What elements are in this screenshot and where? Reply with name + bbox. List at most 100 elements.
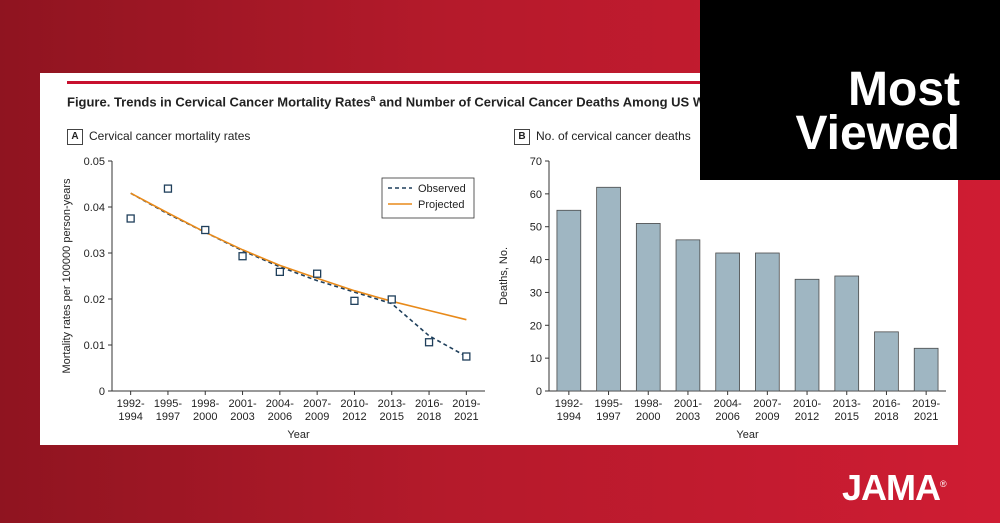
bar <box>675 239 701 392</box>
x-tick-label: 2021 <box>914 411 938 423</box>
jama-logo: JAMA® <box>842 467 947 509</box>
badge-line-1: Most <box>848 63 960 116</box>
observed-data-point <box>275 267 285 277</box>
y-tick-label: 0.01 <box>84 340 105 352</box>
mortality-rate-chart: 0 0.01 0.02 0.03 0.04 0.05 1992-1994 1995-1997 1… <box>61 156 485 441</box>
x-tick-label: 2019- <box>452 398 480 410</box>
x-tick-label: 2001- <box>674 398 702 410</box>
panel-a-letter: A <box>67 129 83 145</box>
x-tick-label: 1994 <box>118 411 142 423</box>
x-tick-label: 2007- <box>303 398 331 410</box>
x-tick-label: 2013- <box>378 398 406 410</box>
x-tick-label: 2004- <box>266 398 294 410</box>
x-tick-label: 2012 <box>795 411 819 423</box>
badge-line-2: Viewed <box>795 107 960 160</box>
figure-title: Figure. Trends in Cervical Cancer Mortal… <box>67 93 752 109</box>
x-tick-label: 1997 <box>156 411 180 423</box>
panel-b-header: B No. of cervical cancer deaths <box>514 129 691 145</box>
figure-title-footnote-mark: a <box>370 93 376 103</box>
observed-data-point <box>350 296 359 305</box>
registered-mark: ® <box>940 479 947 489</box>
x-tick-label: 2016- <box>872 398 900 410</box>
x-tick-label: 2021 <box>454 411 478 423</box>
x-tick-label: 2013- <box>833 398 861 410</box>
observed-data-point <box>238 252 247 261</box>
x-tick-label: 2001- <box>228 398 256 410</box>
y-tick-label: 20 <box>530 320 542 332</box>
bar <box>596 186 621 392</box>
y-tick-label: 0.05 <box>84 156 105 168</box>
observed-data-point <box>163 184 173 193</box>
x-tick-label: 1994 <box>557 411 581 423</box>
y-tick-label: 0 <box>536 386 542 398</box>
bar <box>913 347 939 392</box>
y-axis-label: Mortality rates per 100000 person-years <box>61 178 73 374</box>
x-tick-label: 1995- <box>594 398 622 410</box>
x-tick-label: 2019- <box>912 398 940 410</box>
x-tick-label: 2004- <box>714 398 742 410</box>
x-tick-label: 1995- <box>154 398 182 410</box>
figure-title-main: Figure. Trends in Cervical Cancer Mortal… <box>67 94 371 110</box>
x-tick-label: 1998- <box>191 398 219 410</box>
legend-label: Observed <box>418 183 466 195</box>
legend-box <box>381 177 475 219</box>
observed-data-point <box>126 214 135 223</box>
most-viewed-badge: Most Viewed <box>700 0 1000 180</box>
bar <box>635 223 661 392</box>
x-tick-label: 2012 <box>342 411 366 423</box>
observed-data-point <box>424 338 434 347</box>
x-tick-label: 2003 <box>230 411 254 423</box>
title-rule <box>67 81 957 84</box>
panel-a-header: A Cervical cancer mortality rates <box>67 129 250 145</box>
x-tick-label: 1992- <box>555 398 583 410</box>
x-tick-label: 2018 <box>874 411 898 423</box>
x-axis-label: Year <box>287 429 310 441</box>
x-tick-label: 2010- <box>793 398 821 410</box>
y-tick-label: 0 <box>99 386 105 398</box>
projected-series-line <box>130 192 467 321</box>
bar <box>715 252 740 392</box>
x-tick-label: 2007- <box>753 398 781 410</box>
x-axis-label: Year <box>736 429 759 441</box>
x-tick-label: 2018 <box>417 411 441 423</box>
bar <box>556 209 582 392</box>
y-tick-label: 0.02 <box>84 294 105 306</box>
x-tick-label: 2009 <box>755 411 779 423</box>
y-tick-label: 30 <box>530 287 542 299</box>
x-tick-label: 2006 <box>268 411 292 423</box>
y-tick-label: 0.04 <box>84 202 105 214</box>
x-tick-label: 2000 <box>193 411 217 423</box>
observed-data-point <box>387 295 396 304</box>
observed-data-point <box>462 352 471 361</box>
y-axis-label: Deaths, No. <box>498 247 510 305</box>
x-tick-label: 1997 <box>596 411 620 423</box>
x-tick-label: 2015 <box>835 411 859 423</box>
x-tick-label: 2010- <box>340 398 368 410</box>
deaths-bar-chart: 0102030405060701992-19941995-19971998-20… <box>498 156 946 441</box>
legend-label: Projected <box>418 199 464 211</box>
x-tick-label: 2015 <box>380 411 404 423</box>
x-tick-label: 2006 <box>715 411 739 423</box>
y-tick-label: 40 <box>530 255 542 267</box>
panel-b-letter: B <box>514 129 530 145</box>
bar <box>874 331 899 392</box>
x-tick-label: 2000 <box>636 411 660 423</box>
observed-data-point <box>201 225 210 235</box>
x-tick-label: 2009 <box>305 411 329 423</box>
observed-data-point <box>312 269 322 278</box>
y-tick-label: 10 <box>530 353 542 365</box>
x-tick-label: 2003 <box>676 411 700 423</box>
y-tick-label: 60 <box>530 189 542 201</box>
bar <box>794 278 820 392</box>
bar <box>755 252 780 392</box>
panel-a-title: Cervical cancer mortality rates <box>89 129 251 144</box>
y-tick-label: 0.03 <box>84 248 105 260</box>
y-tick-label: 50 <box>530 222 542 234</box>
bar <box>834 275 860 392</box>
x-tick-label: 2016- <box>415 398 443 410</box>
y-tick-label: 70 <box>530 156 542 168</box>
figure-title-rest: and Number of Cervical Cancer Deaths Amo… <box>375 94 753 110</box>
x-tick-label: 1992- <box>117 398 145 410</box>
jama-logo-text: JAMA <box>842 467 941 508</box>
x-tick-label: 1998- <box>634 398 662 410</box>
